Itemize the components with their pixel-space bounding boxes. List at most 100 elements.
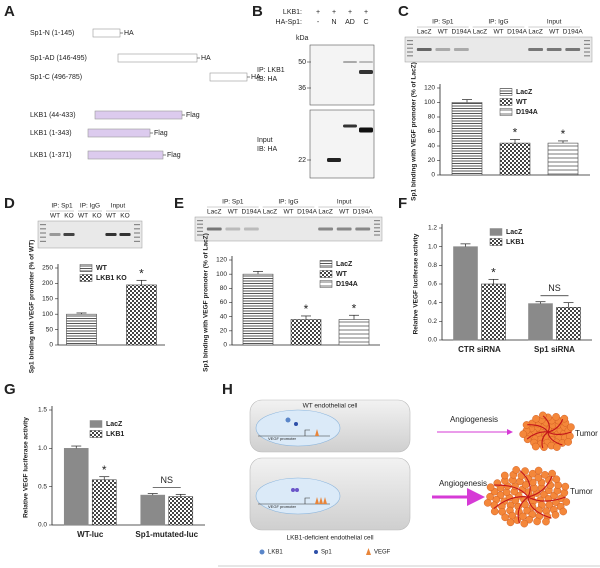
y-axis-label: Relative VEGF luciferase activity (413, 233, 420, 334)
row-label: LKB1: (283, 9, 302, 16)
vegf-icon (315, 429, 319, 436)
vegf-icon (319, 497, 323, 504)
tumor-cell (533, 517, 541, 526)
blot-band (327, 158, 341, 162)
tumor-cell (552, 413, 560, 421)
tumor-cell (521, 467, 529, 475)
y-tick-label: 120 (216, 257, 227, 264)
lane-sign: + (332, 9, 336, 16)
ladder-band (407, 40, 413, 42)
tumor-cell (520, 519, 529, 528)
lane-label: WT (339, 209, 349, 216)
ladder-band (584, 51, 590, 53)
gel-band (355, 227, 371, 231)
legend-label: LKB1 (506, 239, 524, 246)
legend-label: Sp1 (321, 550, 332, 556)
tumor-cell (564, 438, 572, 446)
vessel (541, 431, 549, 449)
tumor-cell (532, 414, 540, 423)
y-tick-label: 100 (424, 99, 435, 106)
arrow-label: Angiogenesis (439, 479, 487, 488)
tumor-cell (553, 443, 561, 451)
lane-label: LacZ (473, 29, 487, 36)
legend-label: WT (96, 265, 108, 272)
lane-label: WT (549, 29, 559, 36)
construct-box (87, 150, 164, 160)
blot-band (343, 124, 357, 128)
y-tick-label: 60 (220, 299, 228, 306)
tumor-cell (542, 517, 550, 526)
y-tick-label: 1.0 (428, 243, 437, 250)
y-tick-label: 0.6 (428, 281, 437, 288)
legend-label: LacZ (506, 229, 523, 236)
sp1-icon (294, 422, 298, 426)
lane-label: C (363, 19, 368, 26)
tss-arrow (304, 429, 310, 436)
tumor-cell (523, 506, 531, 515)
y-tick-label: 50 (46, 326, 54, 333)
lane-label: KO (64, 213, 73, 220)
gel-header: Input (111, 203, 126, 210)
tumor-cell (519, 512, 527, 521)
nucleus (255, 477, 341, 515)
construct-box (117, 53, 198, 63)
ladder-band (374, 220, 380, 222)
panel-label: B (252, 3, 263, 20)
kda-label: kDa (296, 35, 309, 42)
y-tick-label: 0.0 (428, 337, 437, 344)
y-axis-label: Relative VEGF luciferase activity (23, 417, 30, 518)
construct-box (209, 72, 248, 82)
ladder-band (197, 227, 203, 229)
legend-swatch (319, 260, 333, 268)
legend-label: LKB1 KO (96, 275, 127, 282)
significance: * (352, 301, 357, 315)
blot-label: IP: LKB1 (257, 67, 285, 74)
gel-header: IP: Sp1 (222, 199, 244, 206)
bar (451, 102, 483, 176)
tag-label: HA (251, 74, 261, 81)
marker-label: 22 (298, 157, 306, 164)
lane-sign: + (348, 9, 352, 16)
gel-band (105, 233, 117, 236)
y-tick-label: 100 (42, 311, 53, 318)
tumor-cell (561, 482, 570, 491)
blot-label: IB: HA (257, 76, 278, 83)
legend-swatch (79, 264, 93, 272)
y-tick-label: 80 (428, 114, 436, 121)
construct-box (87, 128, 151, 138)
legend-label: D194A (516, 109, 538, 116)
tumor-cell (493, 479, 502, 487)
tumor-cell (490, 507, 499, 516)
tumor-cell (541, 471, 549, 479)
gel-header: Input (547, 19, 562, 26)
lane-label: WT (438, 29, 448, 36)
legend-swatch (79, 274, 93, 282)
blot-band (359, 127, 373, 133)
legend-label: LKB1 (268, 550, 283, 556)
marker-label: 36 (298, 85, 306, 92)
blot (309, 44, 375, 106)
panel-label: A (4, 3, 15, 20)
ladder-band (134, 240, 140, 242)
blot-band (359, 61, 373, 63)
bar (91, 479, 117, 526)
y-tick-label: 0.4 (428, 299, 437, 306)
bar (168, 496, 194, 526)
construct-label: LKB1 (44-433) (30, 112, 76, 119)
tag-label: Flag (167, 152, 181, 159)
gel-header: IP: Sp1 (432, 19, 454, 26)
tumor-label: Tumor (570, 487, 593, 496)
legend-lkb1 (259, 549, 265, 555)
ns-label: NS (548, 283, 561, 293)
vessel (527, 475, 553, 498)
lane-label: KO (120, 213, 129, 220)
lane-label: D194A (451, 29, 472, 36)
lane-label: D194A (507, 29, 528, 36)
legend-swatch (489, 238, 503, 246)
legend-swatch (489, 228, 503, 236)
vessel (547, 431, 563, 446)
figure-content: A B C D E F G H Sp1-N (1-145) HA Sp1-AD (146-495) H… (4, 3, 600, 567)
tumor-cell (519, 430, 528, 438)
significance: * (304, 302, 309, 316)
y-tick-label: 40 (428, 143, 436, 150)
